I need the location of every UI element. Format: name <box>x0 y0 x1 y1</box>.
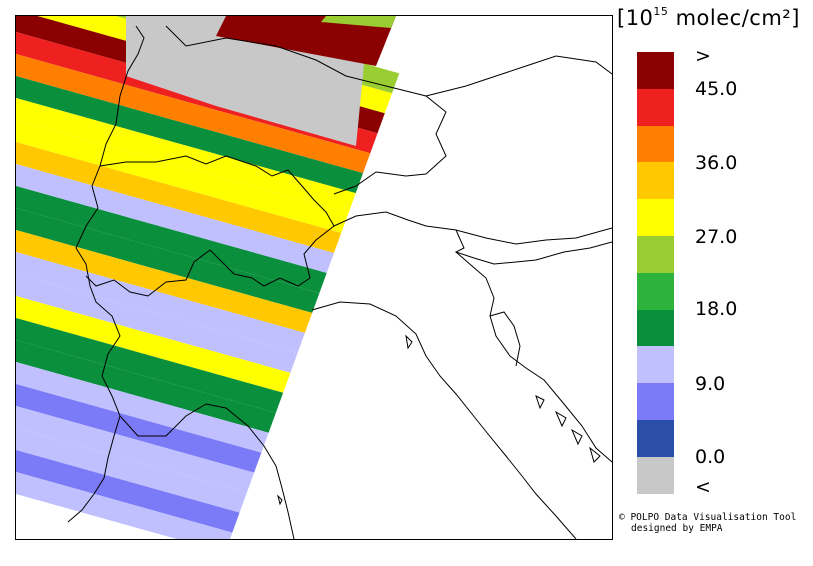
swath-band <box>16 318 284 413</box>
legend-tick-label: 9.0 <box>695 373 726 395</box>
legend-tick-label: 18.0 <box>695 298 738 320</box>
satellite-swath <box>16 16 400 539</box>
legend-tick-label: < <box>695 476 711 498</box>
legend-swatch <box>637 346 674 384</box>
swath-band <box>16 296 291 393</box>
legend-tick-label: 0.0 <box>695 446 726 468</box>
island <box>554 410 567 428</box>
legend-tick-label: > <box>695 45 711 67</box>
legend-colorbar <box>637 52 674 494</box>
border-line <box>425 55 612 97</box>
island <box>589 446 601 463</box>
swath-band <box>16 384 262 473</box>
coastlines-borders <box>67 25 612 539</box>
swath-band <box>16 450 240 533</box>
swath-band <box>16 186 327 293</box>
swath-band <box>16 428 247 513</box>
island <box>405 334 413 350</box>
credit-text: © POLPO Data Visualisation Tool designed… <box>619 512 796 534</box>
coastline <box>455 251 612 463</box>
swath-band <box>16 120 349 234</box>
swath-band <box>216 16 396 66</box>
credit-line-2: designed by EMPA <box>631 523 723 534</box>
swath-band <box>16 76 363 194</box>
swath-band <box>16 208 320 313</box>
legend-swatch <box>637 272 674 310</box>
swath-band <box>321 16 396 28</box>
island <box>535 395 545 410</box>
map-panel <box>15 15 613 540</box>
border-line <box>454 229 612 265</box>
swath-band <box>16 340 276 433</box>
swath-band <box>16 406 255 493</box>
swath-band <box>16 472 233 539</box>
legend-swatch <box>637 456 674 494</box>
border-line <box>67 25 145 523</box>
swath-band <box>16 230 313 333</box>
island <box>570 428 583 446</box>
legend-tick-label: 27.0 <box>695 226 738 248</box>
legend-title: [1015 molec/cm²] <box>617 5 800 30</box>
legend-swatch <box>637 419 674 457</box>
legend-swatch <box>637 199 674 236</box>
border-line <box>165 25 447 195</box>
border-line <box>333 211 612 245</box>
island <box>277 494 283 506</box>
legend-swatch <box>637 309 674 347</box>
swath-band <box>16 164 334 273</box>
coastline <box>489 311 521 367</box>
border-line <box>85 155 335 297</box>
coastline <box>311 301 577 539</box>
legend-swatch <box>637 162 674 200</box>
legend-swatch <box>637 383 674 420</box>
legend-swatch <box>637 52 674 89</box>
legend-tick-label: 36.0 <box>695 152 738 174</box>
swath-band <box>16 142 342 254</box>
swath-band <box>16 274 298 373</box>
legend-swatch <box>637 88 674 126</box>
coastline <box>119 403 295 539</box>
legend-swatch <box>637 125 674 163</box>
map-canvas <box>16 16 612 539</box>
legend-swatch <box>637 235 674 273</box>
swath-band <box>16 362 269 453</box>
swath-band <box>16 54 371 174</box>
legend-tick-label: 45.0 <box>695 78 738 100</box>
credit-line-1: © POLPO Data Visualisation Tool <box>619 512 797 523</box>
